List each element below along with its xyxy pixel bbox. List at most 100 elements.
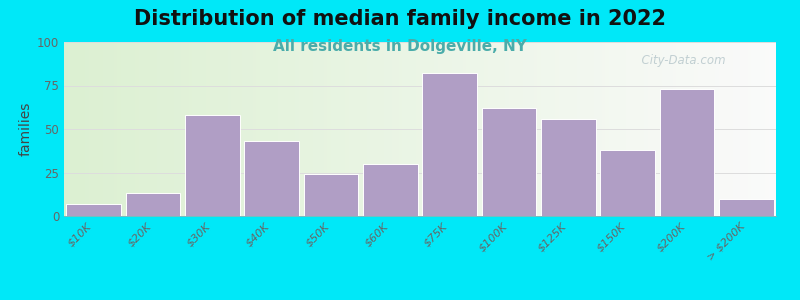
Bar (260, 42, 267, 216)
Bar (281, 42, 288, 216)
Bar (164, 42, 170, 216)
Bar (66, 204, 121, 216)
Bar (662, 42, 669, 216)
Bar (491, 42, 498, 216)
Bar (520, 42, 526, 216)
Bar (609, 42, 616, 216)
Bar (370, 42, 378, 216)
Bar (482, 108, 536, 216)
Bar (516, 42, 523, 216)
Bar (634, 42, 641, 216)
Bar (726, 42, 734, 216)
Bar (132, 42, 138, 216)
Bar (559, 42, 566, 216)
Bar (666, 42, 673, 216)
Bar (221, 42, 228, 216)
Bar (445, 42, 452, 216)
Bar (413, 42, 420, 216)
Bar (534, 42, 541, 216)
Bar (304, 174, 358, 216)
Bar (580, 42, 587, 216)
Bar (74, 42, 82, 216)
Bar (342, 42, 349, 216)
Bar (253, 42, 260, 216)
Bar (302, 42, 310, 216)
Bar (637, 42, 644, 216)
Text: Distribution of median family income in 2022: Distribution of median family income in … (134, 9, 666, 29)
Bar (331, 42, 338, 216)
Bar (477, 42, 484, 216)
Bar (566, 42, 573, 216)
Bar (438, 42, 445, 216)
Bar (114, 42, 121, 216)
Bar (598, 42, 605, 216)
Bar (346, 42, 352, 216)
Bar (434, 42, 442, 216)
Bar (523, 42, 530, 216)
Bar (655, 42, 662, 216)
Bar (185, 42, 192, 216)
Bar (349, 42, 356, 216)
Bar (313, 42, 320, 216)
Bar (466, 42, 474, 216)
Bar (712, 42, 719, 216)
Bar (292, 42, 299, 216)
Text: All residents in Dolgeville, NY: All residents in Dolgeville, NY (273, 39, 527, 54)
Bar (584, 42, 591, 216)
Bar (698, 42, 705, 216)
Bar (442, 42, 449, 216)
Bar (217, 42, 224, 216)
Bar (338, 42, 346, 216)
Bar (541, 42, 548, 216)
Bar (238, 42, 246, 216)
Text: City-Data.com: City-Data.com (634, 54, 726, 67)
Bar (153, 42, 160, 216)
Bar (135, 42, 142, 216)
Bar (406, 42, 413, 216)
Bar (758, 42, 766, 216)
Bar (267, 42, 274, 216)
Bar (658, 42, 666, 216)
Bar (417, 42, 423, 216)
Bar (702, 42, 708, 216)
Bar (462, 42, 470, 216)
Bar (730, 42, 737, 216)
Bar (110, 42, 118, 216)
Bar (719, 199, 774, 216)
Bar (754, 42, 762, 216)
Bar (142, 42, 150, 216)
Bar (199, 42, 206, 216)
Bar (210, 42, 217, 216)
Bar (452, 42, 459, 216)
Bar (420, 42, 427, 216)
Bar (299, 42, 306, 216)
Bar (170, 42, 178, 216)
Bar (395, 42, 402, 216)
Bar (381, 42, 388, 216)
Bar (317, 42, 324, 216)
Bar (160, 42, 167, 216)
Bar (602, 42, 609, 216)
Bar (274, 42, 281, 216)
Bar (651, 42, 658, 216)
Bar (594, 42, 602, 216)
Bar (244, 141, 299, 216)
Bar (270, 42, 278, 216)
Bar (498, 42, 506, 216)
Bar (538, 42, 545, 216)
Bar (719, 42, 726, 216)
Bar (196, 42, 203, 216)
Bar (552, 42, 559, 216)
Bar (600, 150, 655, 216)
Bar (288, 42, 295, 216)
Bar (530, 42, 538, 216)
Bar (295, 42, 302, 216)
Bar (206, 42, 214, 216)
Bar (126, 194, 180, 216)
Bar (676, 42, 683, 216)
Bar (626, 42, 634, 216)
Bar (548, 42, 555, 216)
Bar (423, 42, 430, 216)
Bar (506, 42, 513, 216)
Bar (619, 42, 626, 216)
